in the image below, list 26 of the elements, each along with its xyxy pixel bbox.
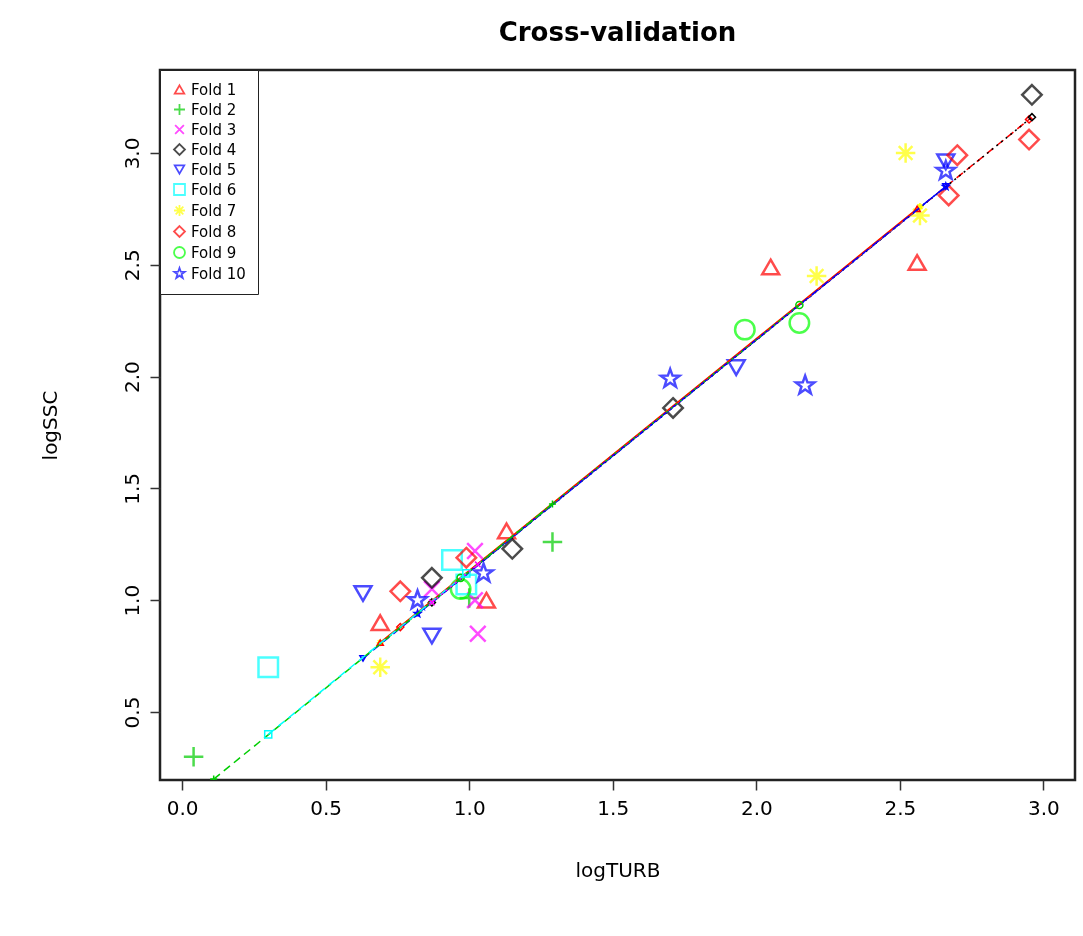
chart-title: Cross-validation [498, 16, 737, 47]
x-tick-label: 0.5 [310, 795, 343, 820]
x-axis-title: logTURB [575, 857, 661, 882]
x-tick-label: 2.5 [884, 795, 917, 820]
legend-label: Fold 8 [191, 222, 237, 241]
legend-label: Fold 5 [191, 160, 237, 179]
y-tick-label: 2.0 [119, 361, 144, 393]
y-tick-label: 3.0 [119, 137, 144, 170]
y-tick-label: 0.5 [119, 696, 144, 729]
legend-label: Fold 10 [191, 264, 246, 283]
x-tick-label: 3.0 [1028, 795, 1060, 820]
legend-label: Fold 9 [191, 243, 237, 262]
legend-label: Fold 6 [191, 180, 237, 199]
x-tick-label: 1.5 [597, 795, 630, 820]
legend-label: Fold 3 [191, 120, 237, 139]
legend-label: Fold 1 [191, 80, 237, 99]
legend-label: Fold 2 [191, 100, 237, 119]
y-tick-label: 1.5 [119, 472, 144, 505]
y-tick-label: 1.0 [119, 584, 144, 617]
x-tick-label: 1.0 [453, 795, 486, 820]
legend-label: Fold 7 [191, 201, 237, 220]
y-tick-label: 2.5 [119, 249, 144, 282]
y-axis-title: logSSC [37, 390, 62, 461]
x-tick-label: 2.0 [740, 795, 773, 820]
legend-label: Fold 4 [191, 140, 237, 159]
x-tick-label: 0.0 [166, 795, 199, 820]
